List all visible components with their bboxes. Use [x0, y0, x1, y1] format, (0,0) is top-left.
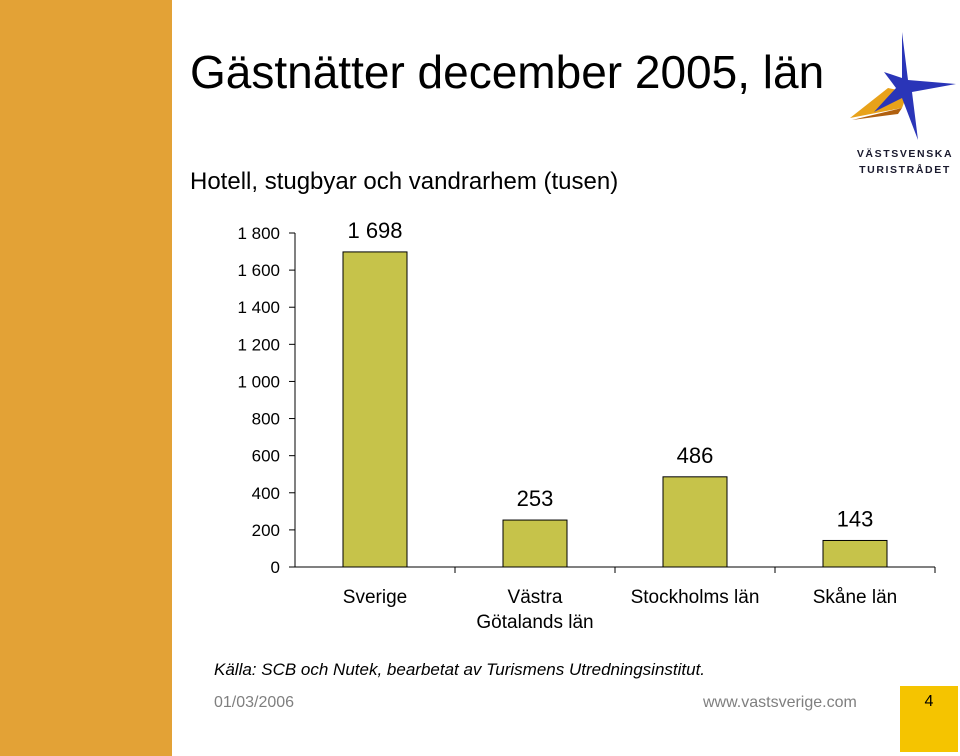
y-tick-label: 1 000	[237, 372, 280, 391]
category-label: Stockholms län	[631, 587, 760, 608]
star-logo-icon	[850, 32, 956, 140]
y-tick-label: 1 400	[237, 298, 280, 317]
data-label: 486	[677, 443, 714, 468]
category-label: Västra	[508, 587, 563, 608]
logo-line1: VÄSTSVENSKA	[857, 147, 953, 160]
data-label: 143	[837, 506, 874, 531]
y-tick-label: 200	[252, 521, 280, 540]
source-note: Källa: SCB och Nutek, bearbetat av Turis…	[214, 660, 706, 679]
bar	[662, 476, 728, 568]
page-number: 4	[924, 693, 934, 710]
footer-url: www.vastsverige.com	[703, 694, 857, 711]
footer-date: 01/03/2006	[214, 694, 295, 711]
bar	[502, 519, 568, 568]
y-tick-label: 0	[271, 558, 280, 577]
sidebar-bar	[0, 0, 172, 756]
y-tick-label: 400	[252, 484, 280, 503]
bar-chart: 0 200 400 600 800 1 000 1 200 1 400 1 600 1 800 1 …	[237, 218, 936, 633]
y-tick-label: 1 800	[237, 224, 280, 243]
logo-line2: TURISTRÅDET	[859, 163, 951, 176]
y-tick-label: 800	[252, 410, 280, 429]
category-label: Götalands län	[476, 612, 593, 633]
page-title: Gästnätter december 2005, län	[190, 46, 825, 98]
data-label: 253	[517, 486, 554, 511]
vastsvenska-turistradet-logo: VÄSTSVENSKA TURISTRÅDET	[850, 32, 956, 176]
bar	[822, 539, 888, 568]
y-tick-label: 600	[252, 447, 280, 466]
category-label: Sverige	[343, 587, 407, 608]
y-tick-label: 1 600	[237, 261, 280, 280]
category-label: Skåne län	[813, 587, 898, 608]
page-subtitle: Hotell, stugbyar och vandrarhem (tusen)	[190, 168, 619, 195]
page-number-box: 4	[900, 686, 958, 752]
bar	[342, 251, 408, 568]
y-tick-label: 1 200	[237, 335, 280, 354]
data-label: 1 698	[347, 218, 402, 243]
